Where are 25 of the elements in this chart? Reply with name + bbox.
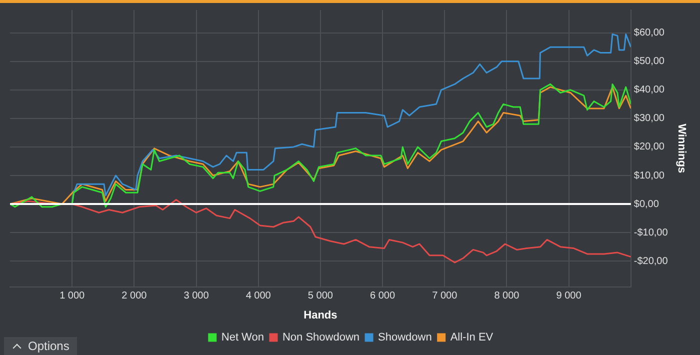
- y-tick-label: -$10,00: [634, 227, 668, 238]
- y-tick-label: $50,00: [634, 56, 665, 68]
- x-tick-label: 3 000: [184, 290, 210, 302]
- y-tick-label: -$20,00: [634, 256, 668, 267]
- legend-label: Net Won: [221, 332, 264, 344]
- legend-label: Showdown: [378, 332, 432, 344]
- y-axis-title: Winnings: [675, 124, 688, 174]
- x-tick-label: 8 000: [494, 290, 520, 302]
- x-tick-label: 9 000: [556, 290, 582, 302]
- legend-label: All-In EV: [450, 332, 494, 344]
- x-tick-label: 6 000: [370, 290, 396, 302]
- options-button: Options: [4, 337, 78, 355]
- x-tick-label: 2 000: [122, 290, 148, 302]
- legend-label: Non Showdown: [282, 332, 360, 344]
- x-tick-label: 1 000: [60, 290, 86, 302]
- y-tick-label: $40,00: [634, 84, 665, 96]
- x-tick-label: 5 000: [308, 290, 334, 302]
- y-tick-label: $10,00: [634, 170, 665, 182]
- x-tick-label: 4 000: [246, 290, 272, 302]
- y-tick-label: $20,00: [634, 142, 665, 153]
- y-tick-label: $0,00: [634, 198, 660, 210]
- y-tick-label: $30,00: [634, 113, 665, 124]
- y-tick-label: $60,00: [634, 28, 665, 39]
- x-tick-label: 7 000: [432, 290, 458, 302]
- x-axis-title: Hands: [304, 309, 338, 322]
